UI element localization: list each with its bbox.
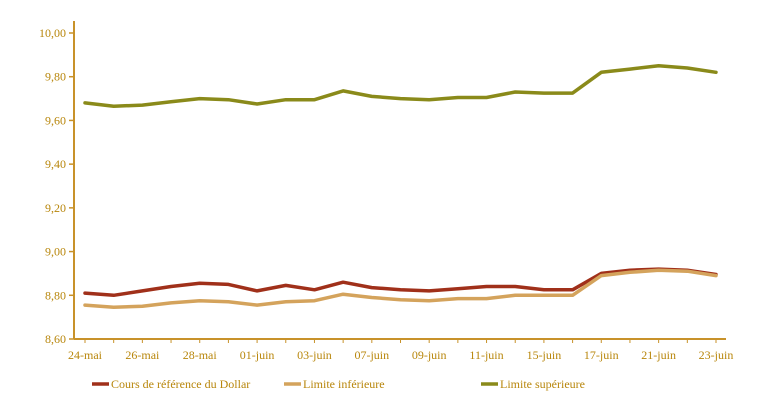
x-tick-label: 07-juin	[354, 348, 389, 362]
y-tick-label: 9,80	[45, 70, 66, 84]
x-tick-label: 11-juin	[469, 348, 503, 362]
y-tick-label: 9,00	[45, 245, 66, 259]
y-tick-label: 9,60	[45, 113, 66, 127]
x-tick-label: 21-juin	[641, 348, 676, 362]
x-tick-label: 15-juin	[527, 348, 562, 362]
x-tick-label: 09-juin	[412, 348, 447, 362]
x-tick-label: 01-juin	[240, 348, 275, 362]
series-line-2	[83, 64, 718, 108]
x-tick-label: 26-mai	[125, 348, 160, 362]
x-tick-label: 03-juin	[297, 348, 332, 362]
y-tick-label: 10,00	[39, 26, 66, 40]
legend-label-0: Cours de référence du Dollar	[111, 377, 250, 391]
x-tick-label: 28-mai	[183, 348, 218, 362]
x-tick-label: 17-juin	[584, 348, 619, 362]
legend-label-2: Limite supérieure	[500, 377, 585, 391]
y-tick-label: 8,60	[45, 332, 66, 346]
y-tick-label: 8,80	[45, 288, 66, 302]
x-tick-label: 24-mai	[68, 348, 103, 362]
series-line-0	[83, 267, 718, 298]
series-line-1	[83, 268, 718, 310]
y-tick-label: 9,40	[45, 157, 66, 171]
y-tick-label: 9,20	[45, 201, 66, 215]
x-tick-label: 23-juin	[699, 348, 734, 362]
legend-label-1: Limite inférieure	[303, 377, 385, 391]
